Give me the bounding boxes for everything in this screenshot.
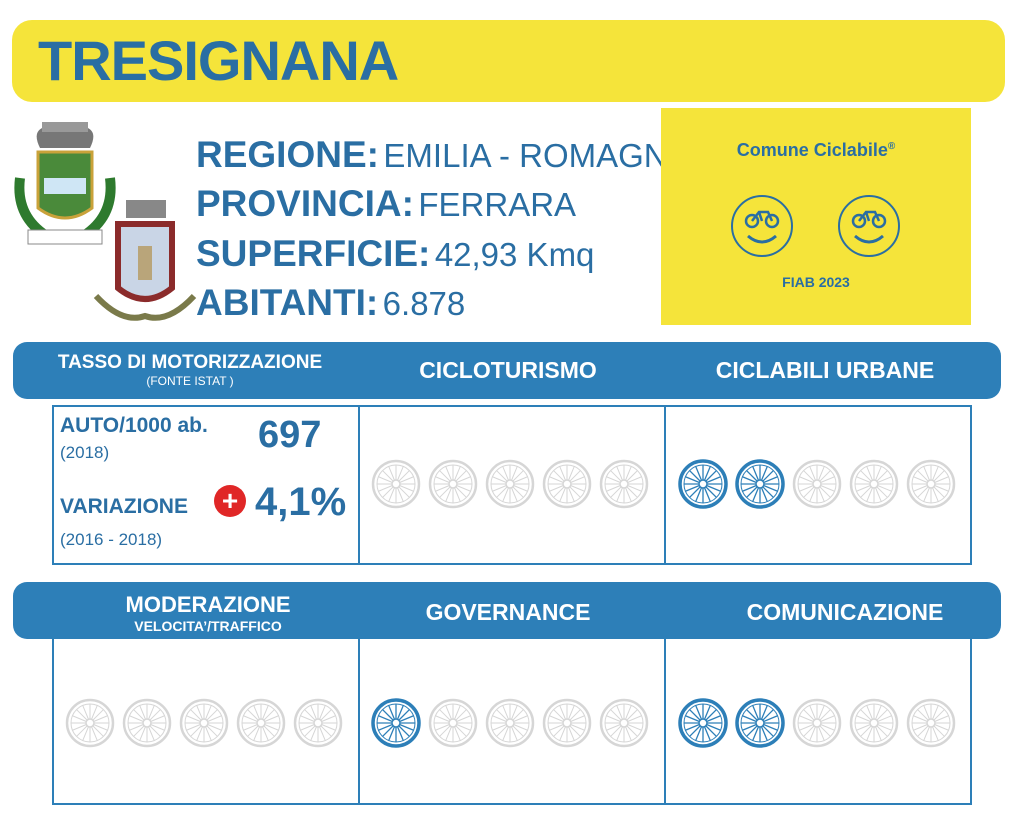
comune-ciclabile-label: Comune Ciclabile® — [736, 140, 896, 160]
wheel-icon-empty — [849, 459, 899, 509]
abitanti-value: 6.878 — [382, 285, 466, 322]
header-cicloturismo: CICLOTURISMO — [419, 357, 597, 383]
page-title: TRESIGNANA — [38, 29, 399, 92]
wheel-icon-empty — [542, 459, 592, 509]
section-header-row-2: MODERAZIONE VELOCITA’/TRAFFICO GOVERNANC… — [13, 582, 1001, 639]
header-motorizzazione: TASSO DI MOTORIZZAZIONE — [57, 352, 323, 373]
wheel-icon-empty — [428, 459, 478, 509]
wheel-icon-filled — [735, 459, 785, 509]
bike-smiley-icon — [838, 195, 900, 257]
auto-label: AUTO/1000 ab. — [60, 414, 208, 437]
provincia-label: PROVINCIA: — [196, 183, 414, 224]
wheel-icon-empty — [485, 459, 535, 509]
wheel-icon-empty — [599, 459, 649, 509]
wheel-icon-empty — [792, 698, 842, 748]
rating-comunicazione — [677, 697, 957, 749]
heraldic-shield-icon — [93, 200, 197, 321]
header-governance: GOVERNANCE — [425, 599, 591, 625]
superficie-value: 42,93 Kmq — [434, 236, 595, 273]
regione-value: EMILIA - ROMAGNA — [383, 137, 690, 174]
bike-smiley-icon — [731, 195, 793, 257]
wheel-icon-empty — [65, 698, 115, 748]
superficie-label: SUPERFICIE: — [196, 233, 431, 274]
auto-value: 697 — [258, 414, 322, 456]
superficie-row: SUPERFICIE: 42,93 Kmq — [196, 233, 594, 275]
abitanti-row: ABITANTI: 6.878 — [196, 282, 465, 324]
rating-moderazione — [64, 697, 344, 749]
rating-cicloturismo — [370, 458, 650, 510]
wheel-icon-filled — [678, 459, 728, 509]
wheel-icon-empty — [428, 698, 478, 748]
auto-year: (2018) — [60, 443, 110, 462]
wheel-icon-empty — [485, 698, 535, 748]
wheel-icon-filled — [678, 698, 728, 748]
wheel-icon-empty — [906, 698, 956, 748]
provincia-value: FERRARA — [418, 186, 577, 223]
regione-row: REGIONE: EMILIA - ROMAGNA — [196, 134, 690, 176]
rating-ciclabili-urbane — [677, 458, 957, 510]
section-header-row-1: TASSO DI MOTORIZZAZIONE (FONTE ISTAT ) C… — [13, 342, 1001, 399]
header-motorizzazione-source: (FONTE ISTAT ) — [146, 374, 234, 388]
header-ciclabili-urbane: CICLABILI URBANE — [715, 357, 935, 383]
abitanti-label: ABITANTI: — [196, 282, 379, 323]
wheel-icon-empty — [122, 698, 172, 748]
wheel-icon-filled — [371, 698, 421, 748]
ciclabili-urbane-panel — [664, 405, 972, 565]
title-banner: TRESIGNANA — [12, 20, 1005, 102]
fiab-year: FIAB 2023 — [782, 274, 850, 290]
municipal-crest-icon — [14, 122, 116, 245]
provincia-row: PROVINCIA: FERRARA — [196, 183, 576, 225]
wheel-icon-empty — [371, 459, 421, 509]
wheel-icon-empty — [849, 698, 899, 748]
variazione-value: 4,1% — [255, 480, 347, 524]
wheel-icon-empty — [906, 459, 956, 509]
fiab-badge: Comune Ciclabile® FIAB 2023 — [661, 108, 971, 325]
wheel-icon-filled — [735, 698, 785, 748]
variazione-label: VARIAZIONE — [60, 495, 188, 518]
plus-icon: + — [214, 485, 246, 517]
wheel-icon-empty — [792, 459, 842, 509]
header-comunicazione: COMUNICAZIONE — [746, 599, 944, 625]
comunicazione-panel — [664, 637, 972, 805]
variazione-years: (2016 - 2018) — [60, 530, 163, 549]
header-moderazione-sub: VELOCITA’/TRAFFICO — [134, 618, 282, 634]
wheel-icon-empty — [542, 698, 592, 748]
wheel-icon-empty — [293, 698, 343, 748]
regione-label: REGIONE: — [196, 134, 379, 175]
wheel-icon-empty — [599, 698, 649, 748]
wheel-icon-empty — [236, 698, 286, 748]
header-moderazione: MODERAZIONE — [125, 592, 291, 617]
rating-governance — [370, 697, 650, 749]
wheel-icon-empty — [179, 698, 229, 748]
